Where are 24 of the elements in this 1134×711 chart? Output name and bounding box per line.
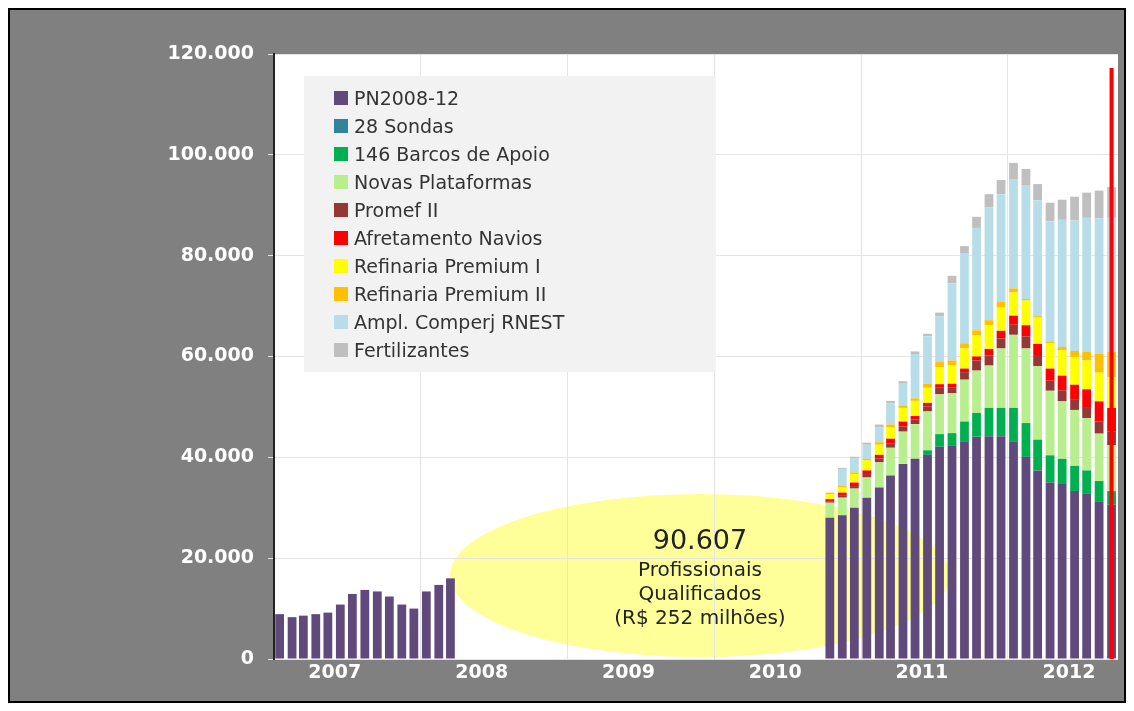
- legend-label: Ampl. Comperj RNEST: [354, 311, 565, 333]
- y-tick-label: 80.000: [180, 242, 254, 265]
- legend-label: Promef II: [354, 199, 439, 221]
- x-tick-label: 2007: [308, 660, 362, 683]
- y-tick-label: 60.000: [180, 343, 254, 366]
- x-tick-label: 2010: [748, 660, 802, 683]
- legend-label: 146 Barcos de Apoio: [354, 143, 550, 165]
- x-tick-label: 2008: [455, 660, 509, 683]
- y-tick-label: 0: [240, 645, 254, 668]
- legend-label: 28 Sondas: [354, 115, 454, 137]
- x-tick-label: 2009: [602, 660, 655, 683]
- legend-label: Afretamento Navios: [354, 227, 543, 249]
- legend-label: Novas Plataformas: [354, 171, 532, 193]
- legend-label: Refinaria Premium II: [354, 283, 547, 305]
- x-tick-label: 2012: [1042, 660, 1096, 683]
- annotation: 90.607 Profissionais Qualificados (R$ 252 milhões): [614, 522, 786, 629]
- y-tick-label: 40.000: [180, 444, 254, 467]
- x-tick-label: 2011: [895, 660, 949, 683]
- legend-label: Refinaria Premium I: [354, 255, 541, 277]
- y-tick-label: 20.000: [180, 545, 254, 568]
- y-tick-label: 100.000: [167, 141, 254, 164]
- legend-label: Fertilizantes: [354, 339, 470, 361]
- legend-label: PN2008-12: [354, 87, 460, 109]
- y-tick-label: 120.000: [167, 40, 254, 63]
